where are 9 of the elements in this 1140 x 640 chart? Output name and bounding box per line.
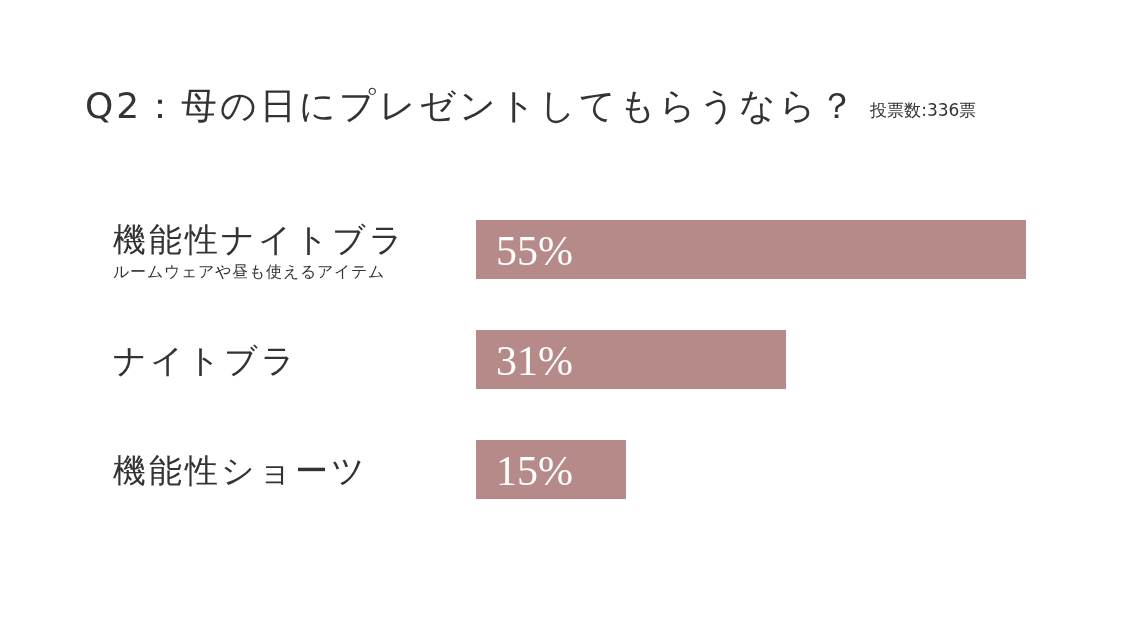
data-label: 55% xyxy=(496,227,573,274)
chart-title: Q2：母の日にプレゼントしてもらうなら？ xyxy=(85,85,859,126)
y-tick-label: 機能性ショーツ xyxy=(113,450,368,490)
data-label: 31% xyxy=(496,337,573,384)
text: ルームウェアや昼も使えるアイテム xyxy=(113,261,385,281)
y-tick-label: 機能性ナイトブラ xyxy=(113,219,406,259)
y-tick-label: ナイトブラ xyxy=(113,340,298,380)
data-label: 15% xyxy=(496,447,573,494)
chart-subtitle: 投票数:336票 xyxy=(869,100,977,120)
